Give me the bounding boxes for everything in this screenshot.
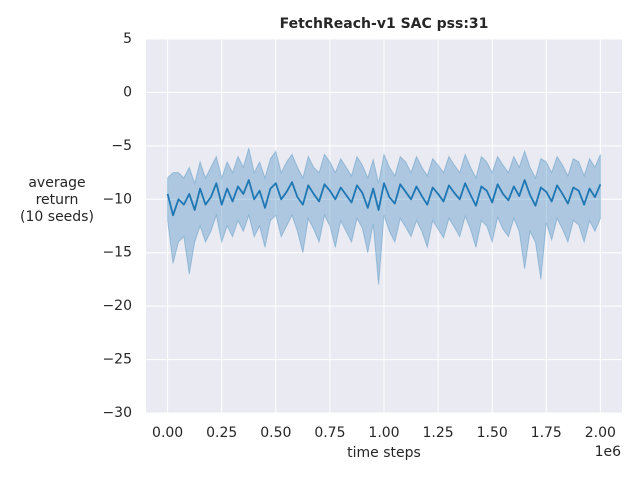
x-tick-label: 1.50 (477, 425, 508, 441)
x-tick-label: 1.75 (531, 425, 562, 441)
x-tick-label: 0.25 (206, 425, 237, 441)
mean-line (166, 179, 602, 217)
x-tick-label: 0.50 (260, 425, 291, 441)
y-tick-label: −5 (111, 138, 132, 154)
y-tick-label: −30 (102, 405, 132, 421)
x-tick-label: 0.00 (152, 425, 183, 441)
y-tick-label: −25 (102, 352, 132, 368)
x-tick-label: 1.25 (423, 425, 454, 441)
x-tick-label: 1.00 (368, 425, 399, 441)
y-tick-label: −20 (102, 298, 132, 314)
x-tick-label: 0.75 (314, 425, 345, 441)
y-tick-label: −10 (102, 191, 132, 207)
y-axis-label: average return (10 seeds) (20, 175, 94, 225)
y-tick-label: 5 (123, 31, 132, 47)
y-tick-label: 0 (123, 84, 132, 100)
x-tick-label: 2.00 (585, 425, 616, 441)
y-tick-label: −15 (102, 245, 132, 261)
chart-title: FetchReach-v1 SAC pss:31 (280, 16, 489, 32)
confidence-band (167, 147, 601, 285)
x-offset-label: 1e6 (595, 444, 622, 460)
x-axis-label: time steps (347, 445, 421, 461)
